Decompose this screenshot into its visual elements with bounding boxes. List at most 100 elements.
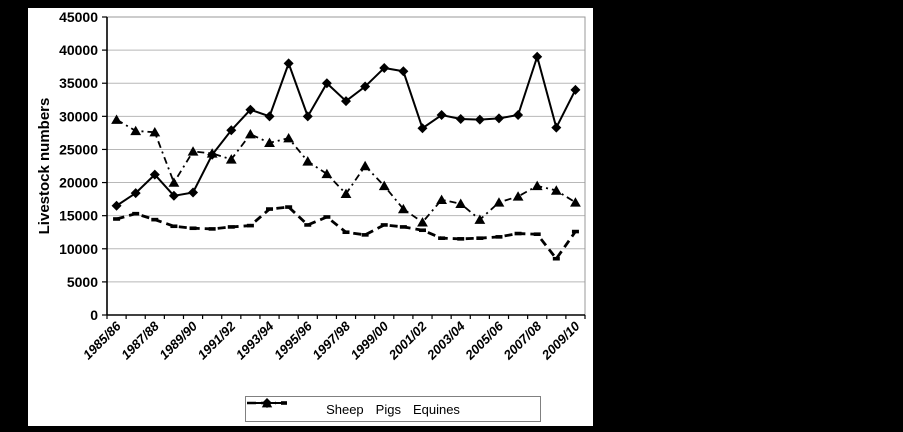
series-marker-pigs	[264, 111, 275, 122]
series-marker-sheep	[455, 198, 467, 208]
x-tick-label: 2003/04	[423, 318, 468, 363]
y-tick-label: 20000	[59, 175, 98, 191]
series-marker-sheep	[397, 203, 409, 214]
series-marker-equines	[285, 205, 293, 209]
series-marker-equines	[151, 217, 159, 222]
series-marker-sheep	[111, 114, 122, 124]
series-marker-pigs	[551, 122, 562, 133]
series-marker-sheep	[283, 132, 295, 143]
axes-group	[102, 16, 586, 319]
series-marker-equines	[132, 211, 140, 216]
y-axis-title: Livestock numbers	[36, 98, 53, 235]
plot-border	[106, 16, 586, 316]
series-marker-equines	[533, 232, 541, 237]
y-tick-label: 30000	[59, 108, 98, 124]
series-marker-pigs	[149, 169, 160, 180]
series-marker-equines	[323, 215, 331, 219]
series-marker-equines	[113, 217, 121, 221]
legend-item-pigs: Pigs	[247, 398, 401, 416]
series-marker-equines	[380, 223, 388, 227]
series-marker-sheep	[340, 188, 352, 199]
series-line-sheep	[116, 118, 576, 224]
x-tick-label: 1993/94	[233, 318, 277, 362]
series-marker-pigs	[302, 111, 313, 122]
legend-item-equines: Equines	[247, 401, 460, 417]
series-marker-equines	[208, 227, 216, 231]
series-marker-pigs	[321, 78, 332, 89]
x-tick-label: 2007/08	[500, 318, 545, 363]
series-marker-sheep	[225, 154, 237, 164]
axis-labels-group: 45000 40000 35000 30000 25000 20000 15000 10000…	[59, 9, 583, 363]
series-marker-sheep	[168, 177, 180, 187]
series-marker-sheep	[245, 129, 256, 139]
series-marker-sheep	[264, 137, 275, 148]
series-marker-equines	[495, 235, 503, 239]
series-marker-pigs	[532, 51, 543, 62]
series-marker-equines	[304, 223, 312, 227]
x-tick-label: 2001/02	[385, 318, 430, 363]
x-tick-label: 1999/00	[348, 318, 392, 362]
series-marker-pigs	[111, 200, 122, 211]
series-marker-pigs	[398, 66, 409, 77]
x-tick-label: 1987/88	[118, 318, 162, 362]
series-marker-sheep	[187, 146, 199, 156]
y-tick-label: 5000	[67, 274, 98, 290]
series-marker-equines	[418, 228, 426, 233]
series-marker-pigs	[283, 58, 294, 69]
series-marker-sheep	[550, 185, 562, 195]
series-marker-pigs	[341, 96, 351, 107]
legend: Sheep Pigs Equines	[245, 396, 541, 422]
series-marker-pigs	[130, 188, 141, 199]
series-marker-pigs	[570, 84, 581, 95]
series-marker-pigs	[360, 81, 371, 92]
series-marker-pigs	[513, 110, 524, 121]
series-marker-sheep	[359, 160, 371, 171]
series-marker-sheep	[417, 217, 428, 227]
chart-panel: Livestock numbers 45000 40000 35000 30000 25…	[28, 8, 593, 426]
series-marker-equines	[399, 225, 407, 229]
legend-label-equines: Equines	[412, 401, 460, 417]
series-marker-pigs	[207, 149, 218, 160]
equines-line-sample-icon	[247, 401, 287, 405]
series-marker-equines	[246, 223, 254, 228]
legend-item-sheep: Sheep	[247, 398, 364, 416]
series-marker-sheep	[130, 125, 142, 136]
series-marker-equines	[227, 225, 235, 229]
series-marker-pigs	[226, 125, 237, 136]
series-marker-equines	[361, 233, 369, 237]
series-marker-sheep	[493, 197, 505, 207]
series-marker-sheep	[302, 156, 314, 166]
series-marker-pigs	[455, 113, 466, 124]
series-marker-pigs	[436, 110, 447, 121]
series-marker-sheep	[149, 127, 161, 137]
series-line-pigs	[116, 53, 577, 207]
series-marker-sheep	[321, 168, 333, 179]
series-marker-equines	[552, 256, 560, 261]
y-tick-label: 35000	[59, 75, 98, 91]
series-marker-pigs	[493, 113, 504, 124]
series-marker-equines	[514, 231, 522, 236]
y-tick-label: 10000	[59, 241, 98, 257]
series-marker-sheep	[436, 194, 447, 204]
x-tick-label: 1991/92	[195, 318, 239, 362]
x-tick-label: 1997/98	[309, 318, 353, 362]
y-tick-label: 45000	[59, 9, 98, 25]
series-marker-equines	[170, 224, 178, 229]
series-marker-equines	[457, 237, 465, 241]
series-marker-pigs	[245, 104, 256, 115]
series-marker-equines	[571, 229, 579, 234]
series-marker-pigs	[379, 62, 390, 73]
series-marker-equines	[189, 226, 197, 231]
series-marker-pigs	[188, 187, 199, 198]
series-marker-sheep	[474, 214, 486, 224]
series-marker-sheep	[570, 197, 581, 207]
series-marker-equines	[342, 230, 350, 235]
series-marker-pigs	[168, 190, 179, 201]
y-tick-label: 25000	[59, 141, 98, 157]
series-marker-equines	[438, 236, 446, 240]
x-tick-label: 1989/90	[156, 318, 200, 362]
y-tick-label: 40000	[59, 42, 98, 58]
series-marker-sheep	[512, 191, 524, 201]
y-tick-label: 15000	[59, 208, 98, 224]
